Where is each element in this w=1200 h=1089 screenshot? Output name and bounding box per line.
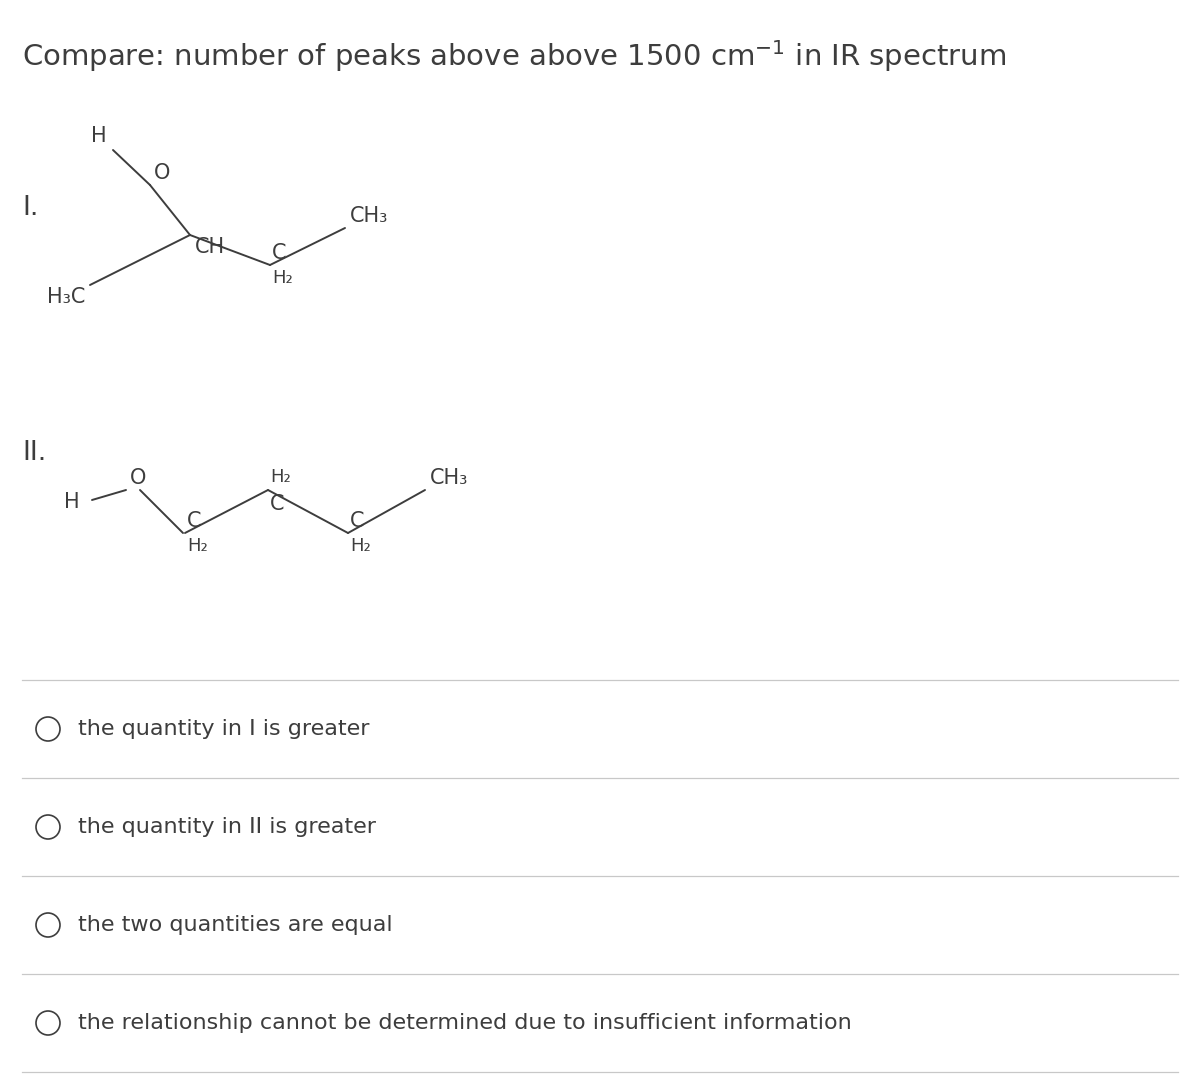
- Text: the two quantities are equal: the two quantities are equal: [78, 915, 392, 935]
- Text: H: H: [65, 492, 80, 512]
- Text: H: H: [91, 126, 107, 146]
- Text: the relationship cannot be determined due to insufficient information: the relationship cannot be determined du…: [78, 1013, 852, 1033]
- Text: H₂: H₂: [270, 468, 290, 486]
- Text: C: C: [272, 243, 287, 264]
- Text: H₃C: H₃C: [47, 287, 85, 307]
- Text: H₂: H₂: [272, 269, 293, 287]
- Text: CH₃: CH₃: [430, 468, 468, 488]
- Text: the quantity in I is greater: the quantity in I is greater: [78, 719, 370, 739]
- Text: O: O: [130, 468, 146, 488]
- Text: C: C: [187, 511, 202, 531]
- Text: the quantity in II is greater: the quantity in II is greater: [78, 817, 376, 837]
- Text: H₂: H₂: [187, 537, 208, 555]
- Text: O: O: [154, 163, 170, 183]
- Text: II.: II.: [22, 440, 47, 466]
- Text: I.: I.: [22, 195, 38, 221]
- Text: C: C: [270, 494, 284, 514]
- Text: C: C: [350, 511, 365, 531]
- Text: CH₃: CH₃: [350, 206, 389, 227]
- Text: Compare: number of peaks above above 1500 cm$^{-1}$ in IR spectrum: Compare: number of peaks above above 150…: [22, 38, 1007, 74]
- Text: CH: CH: [194, 237, 226, 257]
- Text: H₂: H₂: [350, 537, 371, 555]
